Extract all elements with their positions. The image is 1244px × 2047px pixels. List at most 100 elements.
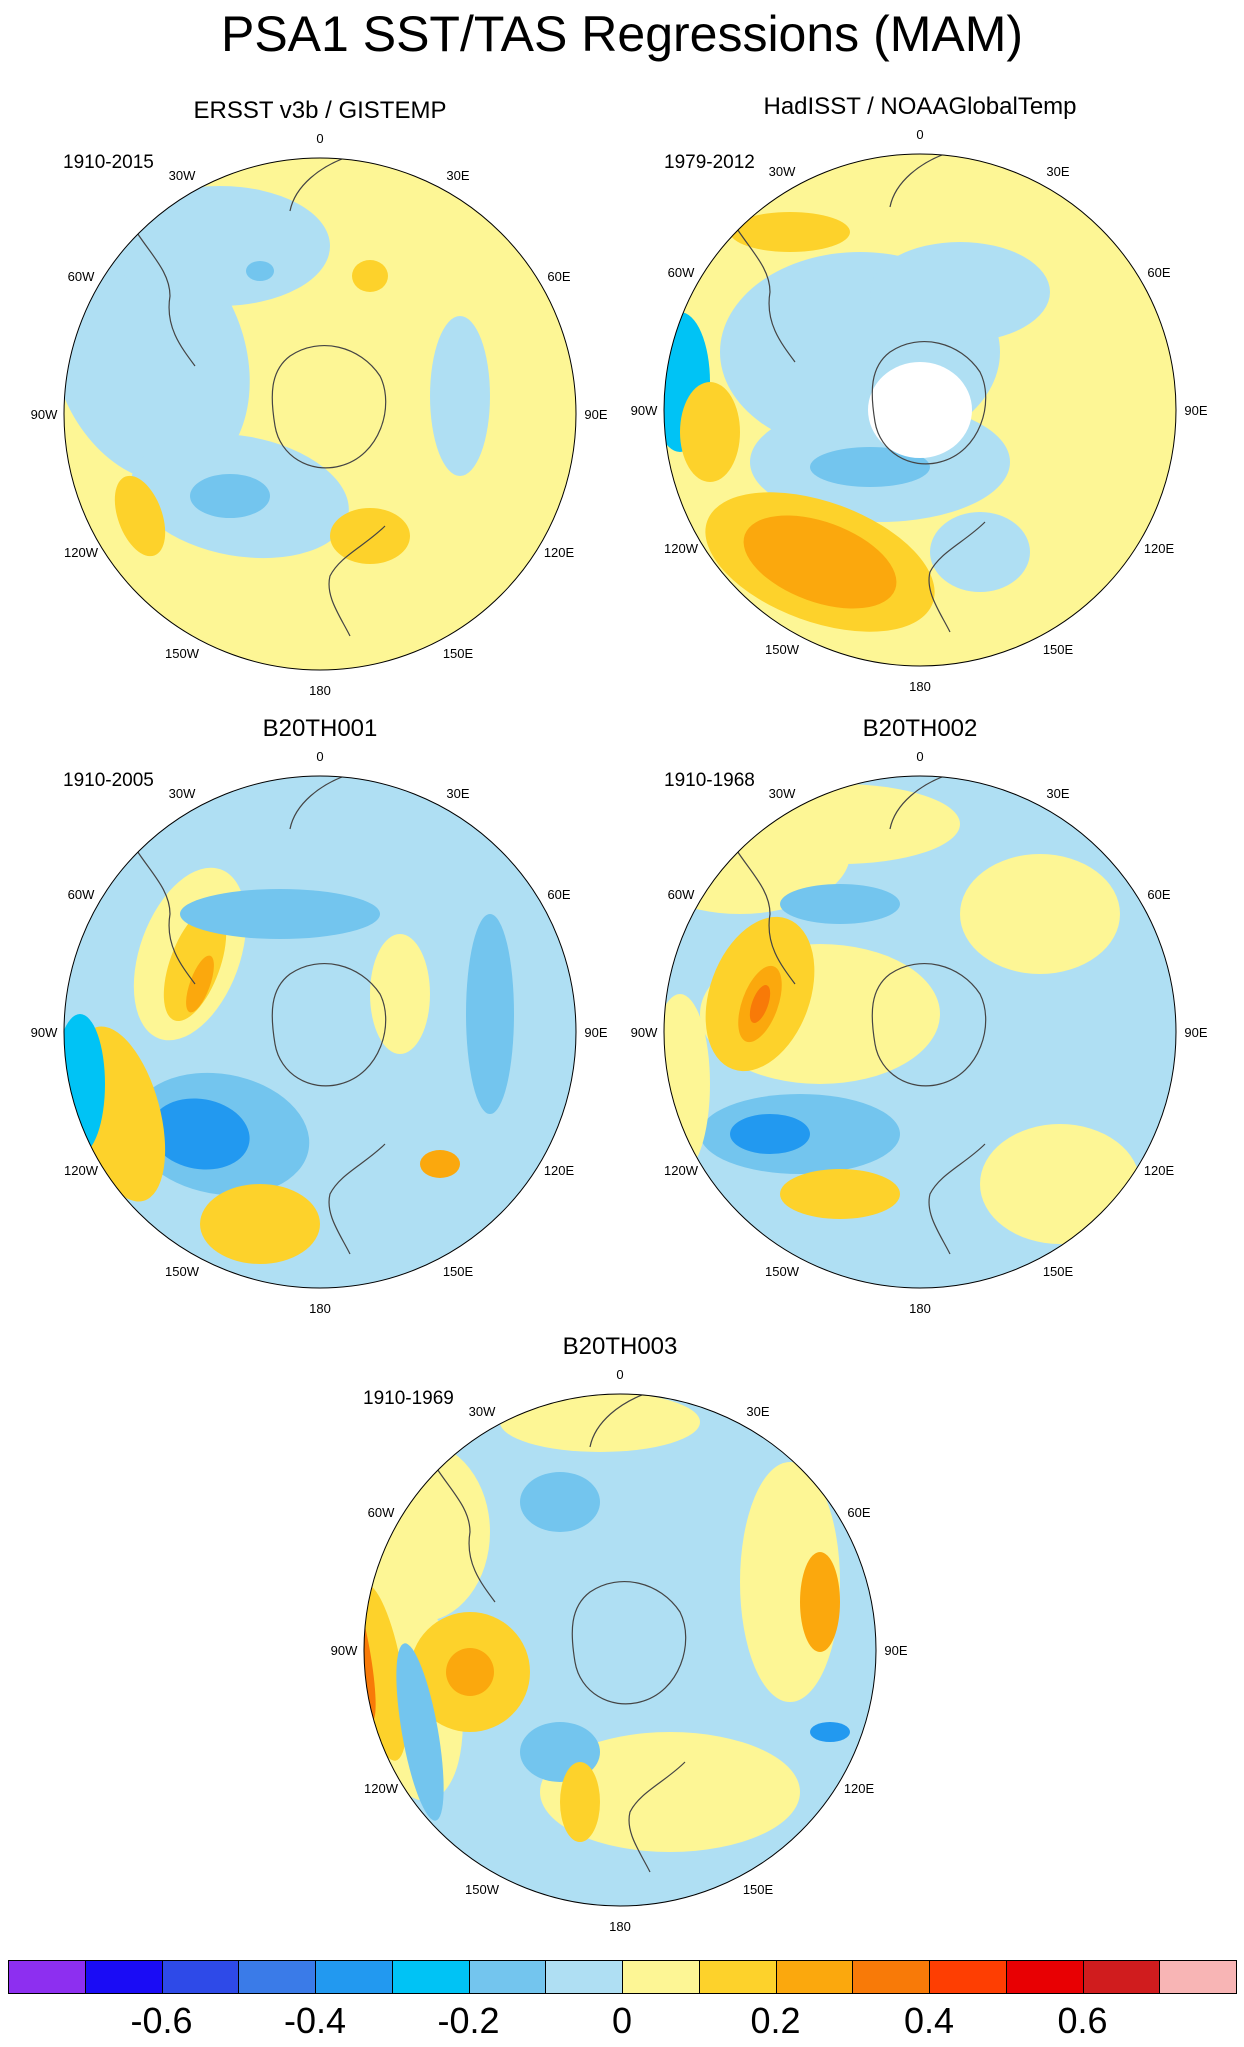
regression-area [720,784,960,864]
regression-area [180,889,380,939]
colorbar-swatch [1082,1960,1161,1994]
longitude-label: 90W [31,1025,58,1040]
regression-area [743,515,897,609]
panel-ersst-gistemp: ERSST v3b / GISTEMP 1910-2015 0 30E 60E 90E… [20,96,620,698]
figure-title: PSA1 SST/TAS Regressions (MAM) [220,6,1024,62]
regression-area [200,1184,320,1264]
map-boundary [363,1393,877,1907]
panel-title: B20TH002 [862,715,978,742]
longitude-label: 120E [544,1163,575,1178]
regression-area [749,985,771,1023]
longitude-label: 30E [446,786,469,801]
longitude-label: 60E [547,269,570,284]
regression-area [730,212,850,252]
colorbar-swatch [1159,1960,1237,1994]
longitude-label: 180 [909,1301,931,1316]
longitude-label: 0 [316,749,323,764]
colorbar-tick-label: -0.2 [437,2000,500,2041]
regression-area [64,1014,105,1154]
australia-coast [928,1143,986,1255]
antarctica-coast [571,1581,687,1705]
longitude-label: 150W [165,1264,200,1279]
colorbar-tick-label: -0.4 [283,2000,347,2041]
longitude-label: 90W [331,1643,358,1658]
longitude-label: 0 [616,1367,623,1382]
longitude-label: 90E [884,1643,907,1658]
period-label: 1979-2012 [664,152,755,173]
longitude-label: 30W [469,1404,496,1419]
panel-b20th002: B20TH002 1910-1968 0 30E 60E 90E 120E 150E 180… [620,714,1220,1316]
longitude-label: 30E [1046,786,1069,801]
colorbar-swatch [161,1960,240,1994]
longitude-label: 90E [584,1025,607,1040]
colorbar-swatch [8,1960,86,1994]
longitude-label: 120W [364,1781,399,1796]
longitude-label: 150W [465,1882,500,1897]
colorbar-tick-label: 0.2 [750,2000,801,2041]
south-america-coast [724,206,796,363]
regression-area [430,316,490,476]
regression-area [446,1648,494,1696]
longitude-label: 30W [169,786,196,801]
colorbar-swatch [545,1960,623,1994]
longitude-label: 150E [1043,1264,1074,1279]
regression-area [396,1643,444,1821]
colorbar-swatch [775,1960,854,1994]
longitude-label: 0 [316,131,323,146]
longitude-label: 120E [1144,1163,1175,1178]
longitude-label: 60W [368,1505,395,1520]
regression-area [364,1583,407,1761]
regression-area [186,955,214,1013]
longitude-label: 60W [68,269,95,284]
shaded-field [64,776,576,1288]
longitude-label: 150E [443,646,474,661]
longitude-label: 150E [443,1264,474,1279]
map-boundary [663,153,1177,667]
regression-area [960,854,1120,974]
regression-area [680,382,740,482]
longitude-label: 0 [916,127,923,142]
period-label: 1910-2005 [63,770,154,791]
longitude-label: 30E [1046,164,1069,179]
regression-area [780,884,900,924]
regression-area [370,934,430,1054]
colorbar-tick-label: 0 [611,2000,633,2041]
period-label: 1910-2015 [63,152,154,173]
longitude-label: 60E [847,1505,870,1520]
shaded-field [664,776,1176,1288]
south-america-coast [424,1446,496,1603]
longitude-label: 90W [631,1025,658,1040]
regression-area [520,1472,600,1532]
panel-b20th001: B20TH001 1910-2005 0 30E 60E 90E 120E 150E 180… [20,714,620,1316]
regression-area [330,508,410,564]
panel-title: B20TH001 [262,715,378,742]
regression-area [730,1114,810,1154]
longitude-label: 120W [64,545,99,560]
longitude-label: 90W [631,403,658,418]
regression-area [420,1150,460,1178]
panel-title: ERSST v3b / GISTEMP [193,97,447,124]
longitude-label: 60W [668,265,695,280]
colorbar-swatch [468,1960,547,1994]
regression-area [540,1732,800,1852]
south-america-coast [124,210,196,367]
longitude-label: 120W [664,541,699,556]
colorbar-swatch [622,1960,700,1994]
regression-area [560,1762,600,1842]
antarctica [868,362,972,458]
longitude-label: 150E [1043,642,1074,657]
longitude-label: 60W [668,887,695,902]
panel-title: HadISST / NOAAGlobalTemp [763,93,1077,120]
longitude-label: 150W [765,642,800,657]
colorbar-swatch [84,1960,163,1994]
longitude-label: 120E [1144,541,1175,556]
polar-map: 0 30E 60E 90E 120E 150E 180 150W 120W 90W 60W 30W [31,749,608,1316]
period-label: 1910-1968 [664,770,755,791]
longitude-label: 150W [165,646,200,661]
colorbar-swatch [391,1960,470,1994]
polar-map: 0 30E 60E 90E 120E 150E 180 150W 120W 90W 60W 30W [331,1367,908,1934]
regression-area [114,475,166,557]
longitude-label: 90E [1184,403,1207,418]
longitude-label: 150E [743,1882,774,1897]
longitude-label: 0 [916,749,923,764]
